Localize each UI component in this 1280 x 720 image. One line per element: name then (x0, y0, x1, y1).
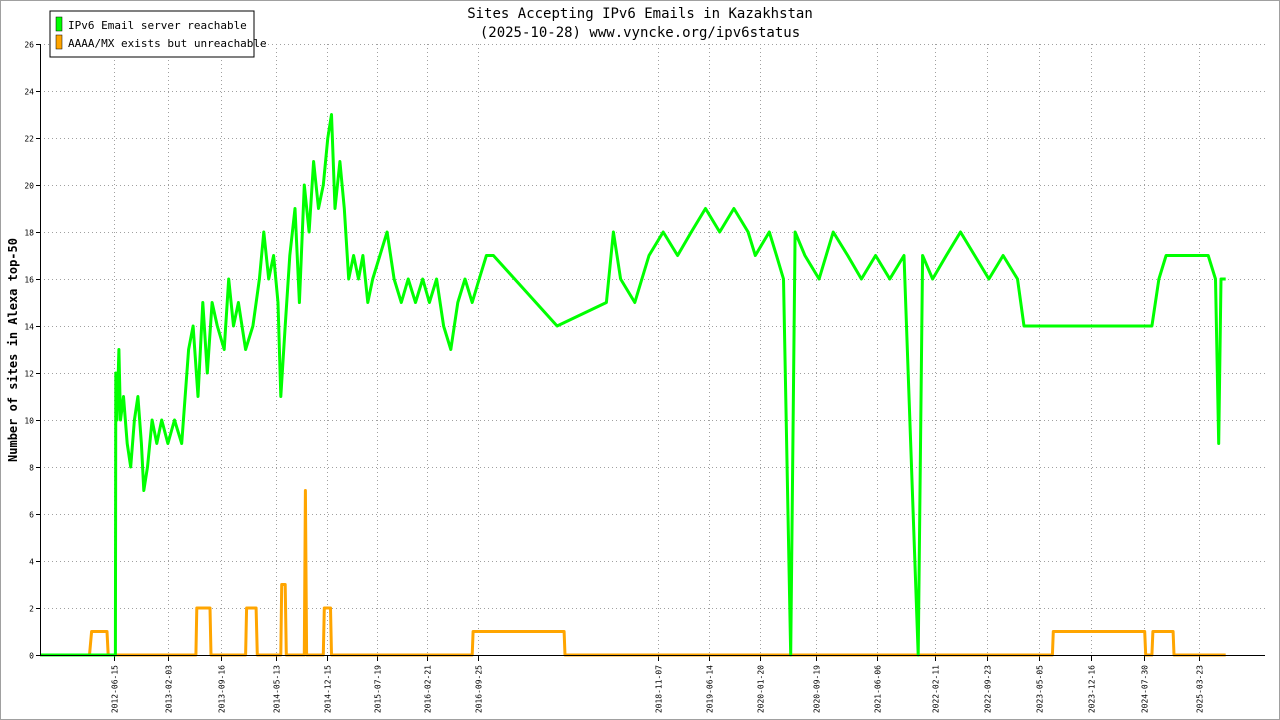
y-tick-label: 16 (24, 276, 34, 285)
y-tick-label: 20 (24, 182, 34, 191)
x-tick-label: 2013-09-16 (218, 665, 227, 713)
y-tick-label: 10 (24, 417, 34, 426)
x-tick-label: 2023-05-05 (1036, 665, 1045, 713)
x-tick-label: 2012-06-15 (111, 665, 120, 713)
x-tick-label: 2013-02-03 (165, 665, 174, 713)
y-tick-label: 8 (29, 464, 34, 473)
y-tick-label: 4 (29, 558, 34, 567)
chart-title: Sites Accepting IPv6 Emails in Kazakhsta… (467, 6, 813, 22)
x-tick-label: 2016-09-25 (475, 665, 484, 713)
legend-swatch-ipv6-reachable (55, 16, 63, 32)
y-tick-label: 6 (29, 511, 34, 520)
legend: IPv6 Email server reachable AAAA/MX exis… (49, 10, 267, 58)
x-tick-label: 2018-11-07 (655, 665, 664, 713)
y-tick-label: 2 (29, 605, 34, 614)
x-tick-label: 2024-07-30 (1141, 665, 1150, 713)
y-tick-label: 14 (24, 323, 34, 332)
x-tick-label: 2014-05-13 (273, 665, 282, 713)
chart-subtitle: (2025-10-28) www.vyncke.org/ipv6status (480, 25, 800, 41)
y-axis-label: Number of sites in Alexa top-50 (6, 238, 20, 462)
y-tick-label: 12 (24, 370, 34, 379)
x-tick-label: 2023-12-16 (1088, 665, 1097, 713)
y-tick-label: 18 (24, 229, 34, 238)
y-tick-label: 24 (24, 88, 34, 97)
x-tick-label: 2022-02-11 (932, 665, 941, 713)
y-tick-label: 26 (24, 41, 34, 50)
x-axis-ticks: 2012-06-15 2013-02-03 2013-09-16 2014-05-13… (111, 655, 1205, 713)
x-tick-label: 2020-01-20 (757, 665, 766, 713)
series-line-unreachable (40, 489, 1226, 657)
legend-label-ipv6-reachable: IPv6 Email server reachable (68, 19, 247, 32)
x-tick-label: 2025-03-23 (1196, 665, 1205, 713)
y-tick-label: 22 (24, 135, 34, 144)
series-line-ipv6-reachable (40, 113, 1226, 657)
x-tick-label: 2022-09-23 (984, 665, 993, 713)
legend-label-unreachable: AAAA/MX exists but unreachable (68, 37, 267, 50)
legend-box (49, 10, 255, 58)
x-tick-label: 2020-09-19 (813, 665, 822, 713)
x-tick-label: 2014-12-15 (324, 665, 333, 713)
y-tick-label: 0 (29, 652, 34, 661)
x-tick-label: 2019-06-14 (706, 665, 715, 713)
x-tick-label: 2021-06-06 (874, 665, 883, 713)
series-layer (40, 113, 1226, 657)
x-tick-label: 2016-02-21 (424, 665, 433, 713)
x-tick-label: 2015-07-19 (374, 665, 383, 713)
legend-swatch-unreachable (55, 34, 63, 50)
